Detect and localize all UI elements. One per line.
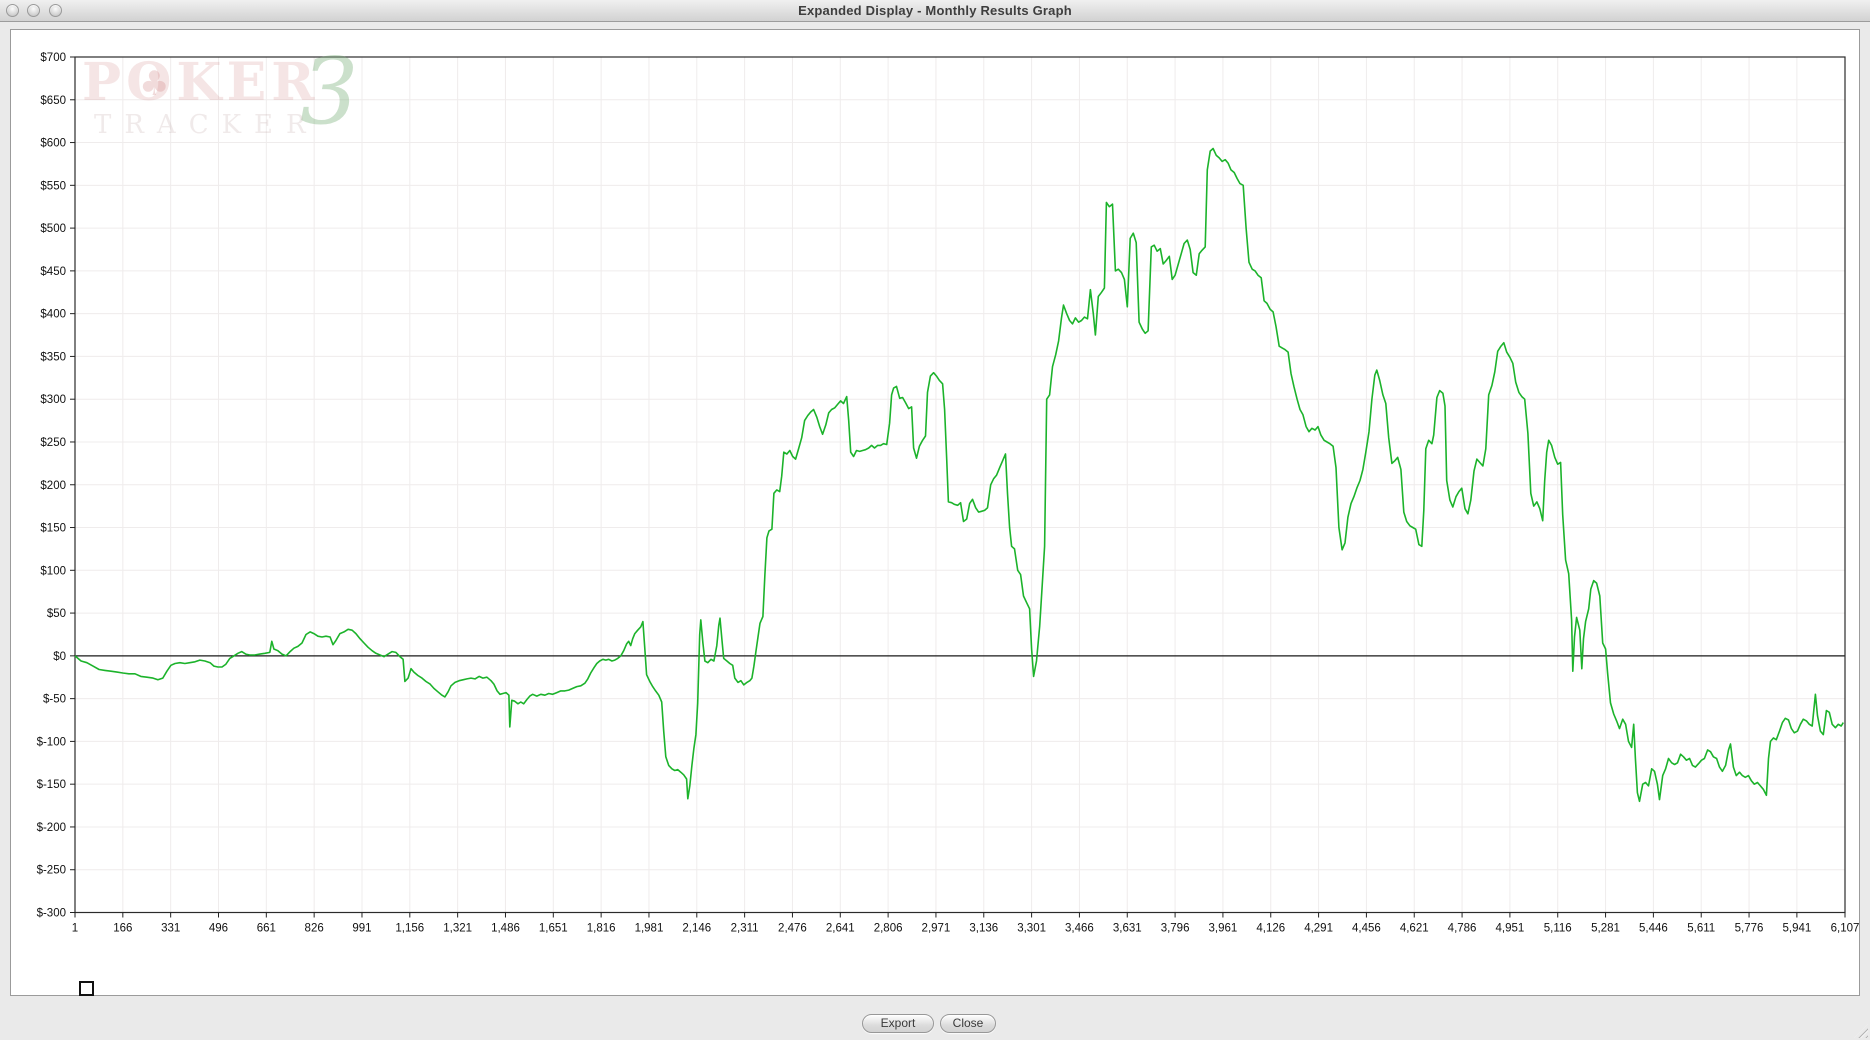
- x-tick-label: 5,281: [1591, 923, 1620, 935]
- x-tick-label: 3,301: [1017, 923, 1046, 935]
- x-tick-label: 4,786: [1448, 923, 1477, 935]
- y-tick-label: $650: [40, 95, 66, 107]
- x-tick-label: 3,466: [1065, 923, 1094, 935]
- x-tick-label: 2,476: [778, 923, 807, 935]
- close-button[interactable]: Close: [940, 1014, 996, 1033]
- window-titlebar[interactable]: Expanded Display - Monthly Results Graph: [0, 0, 1870, 22]
- y-tick-label: $300: [40, 394, 66, 406]
- y-tick-label: $500: [40, 223, 66, 235]
- y-tick-label: $150: [40, 523, 66, 535]
- x-tick-label: 1,651: [539, 923, 568, 935]
- x-tick-label: 1,486: [491, 923, 520, 935]
- y-tick-label: $-250: [37, 865, 66, 877]
- x-tick-label: 5,776: [1735, 923, 1764, 935]
- x-tick-label: 4,951: [1496, 923, 1525, 935]
- y-tick-label: $-300: [37, 908, 66, 920]
- chart-panel: [10, 29, 1860, 996]
- x-tick-label: 826: [305, 923, 324, 935]
- y-tick-label: $200: [40, 480, 66, 492]
- y-tick-label: $450: [40, 266, 66, 278]
- y-tick-label: $-100: [37, 736, 66, 748]
- y-tick-label: $700: [40, 52, 66, 64]
- x-tick-label: 2,146: [682, 923, 711, 935]
- y-tick-label: $-150: [37, 779, 66, 791]
- x-tick-label: 2,806: [874, 923, 903, 935]
- y-tick-label: $250: [40, 437, 66, 449]
- x-tick-label: 1,321: [443, 923, 472, 935]
- x-tick-label: 3,136: [969, 923, 998, 935]
- x-tick-label: 5,446: [1639, 923, 1668, 935]
- x-tick-label: 2,641: [826, 923, 855, 935]
- x-tick-label: 3,631: [1113, 923, 1142, 935]
- y-tick-label: $400: [40, 309, 66, 321]
- x-tick-label: 4,291: [1304, 923, 1333, 935]
- x-tick-label: 496: [209, 923, 228, 935]
- y-tick-label: $0: [53, 651, 66, 663]
- y-tick-label: $-50: [43, 694, 66, 706]
- x-tick-label: 6,107: [1831, 923, 1860, 935]
- x-tick-label: 1,156: [395, 923, 424, 935]
- export-button[interactable]: Export: [862, 1014, 934, 1033]
- zoom-window-icon[interactable]: [49, 4, 62, 17]
- y-tick-label: $600: [40, 138, 66, 150]
- x-tick-label: 2,311: [731, 923, 759, 935]
- x-tick-label: 5,611: [1687, 923, 1715, 935]
- winnings-line-series: [74, 147, 1844, 803]
- x-tick-label: 1: [72, 923, 78, 935]
- x-tick-label: 661: [257, 923, 276, 935]
- x-tick-label: 331: [161, 923, 180, 935]
- x-tick-label: 4,621: [1400, 923, 1429, 935]
- y-tick-label: $350: [40, 351, 66, 363]
- x-tick-label: 4,456: [1352, 923, 1381, 935]
- y-tick-label: $550: [40, 180, 66, 192]
- x-tick-label: 1,981: [635, 923, 664, 935]
- y-tick-label: $100: [40, 565, 66, 577]
- legend-checkbox[interactable]: [79, 981, 94, 996]
- x-tick-label: 3,796: [1161, 923, 1190, 935]
- y-tick-label: $50: [47, 608, 66, 620]
- x-tick-label: 5,941: [1782, 923, 1811, 935]
- y-tick-label: $-200: [37, 822, 66, 834]
- x-tick-label: 991: [352, 923, 371, 935]
- x-tick-label: 1,816: [587, 923, 616, 935]
- x-tick-label: 5,116: [1544, 923, 1572, 935]
- x-tick-label: 3,961: [1209, 923, 1238, 935]
- minimize-window-icon[interactable]: [27, 4, 40, 17]
- x-tick-label: 4,126: [1256, 923, 1285, 935]
- x-tick-label: 2,971: [922, 923, 951, 935]
- close-window-icon[interactable]: [6, 4, 19, 17]
- x-tick-label: 166: [113, 923, 132, 935]
- window-title: Expanded Display - Monthly Results Graph: [798, 3, 1072, 18]
